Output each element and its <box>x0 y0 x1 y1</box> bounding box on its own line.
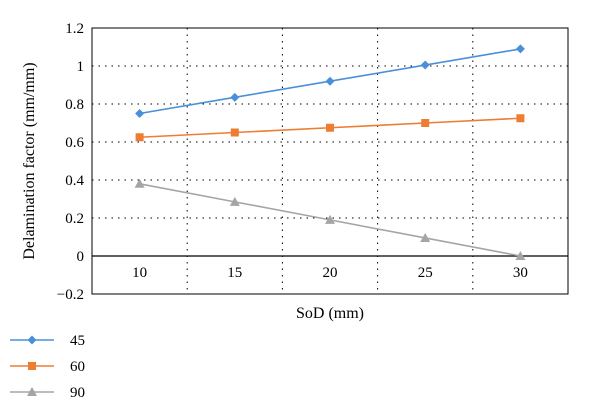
data-point-90 <box>515 251 526 260</box>
x-tick-label: 10 <box>132 265 147 281</box>
plot-frame <box>91 27 569 295</box>
x-tick-label: 30 <box>513 265 528 281</box>
x-axis-title: SoD (mm) <box>296 305 364 322</box>
data-point-60 <box>230 128 239 137</box>
y-tick-label: 1 <box>77 59 85 75</box>
y-tick-label: 0 <box>77 249 85 265</box>
y-tick-label: 0.2 <box>65 211 84 227</box>
data-point-60 <box>516 114 525 123</box>
axes <box>91 27 569 295</box>
x-tick-label: 25 <box>418 265 433 281</box>
legend-label-45: 45 <box>70 333 85 349</box>
x-tick-labels: 10 15 20 25 30 <box>132 265 528 281</box>
data-point-60 <box>135 133 144 142</box>
legend-marker-90 <box>27 387 37 396</box>
data-point-45 <box>420 60 430 70</box>
legend-label-90: 90 <box>70 385 85 401</box>
legend-marker-60 <box>28 362 36 370</box>
data-point-45 <box>325 76 335 86</box>
y-tick-labels: −0.2 0 0.2 0.4 0.6 0.8 1 1.2 <box>57 21 85 303</box>
data-point-45 <box>135 109 145 118</box>
data-point-90 <box>325 214 335 224</box>
series-group <box>134 44 526 260</box>
y-tick-label: −0.2 <box>57 287 84 303</box>
x-tick-label: 20 <box>323 265 338 281</box>
y-axis-title: Delamination factor (mm/mm) <box>21 62 38 259</box>
data-point-60 <box>421 119 430 127</box>
data-point-45 <box>515 44 525 54</box>
legend-marker-45 <box>27 335 37 345</box>
y-tick-label: 0.8 <box>65 97 84 113</box>
gridlines <box>92 27 568 295</box>
legend: 45 60 90 <box>10 333 85 401</box>
y-tick-label: 0.4 <box>65 173 84 189</box>
x-tick-label: 15 <box>227 265 242 281</box>
data-point-90 <box>420 232 431 242</box>
y-tick-label: 1.2 <box>65 21 84 37</box>
data-point-90 <box>229 196 240 206</box>
y-tick-label: 0.6 <box>65 135 84 151</box>
data-point-45 <box>230 92 240 102</box>
legend-label-60: 60 <box>70 359 85 375</box>
data-point-90 <box>134 178 145 188</box>
data-point-60 <box>326 123 334 132</box>
